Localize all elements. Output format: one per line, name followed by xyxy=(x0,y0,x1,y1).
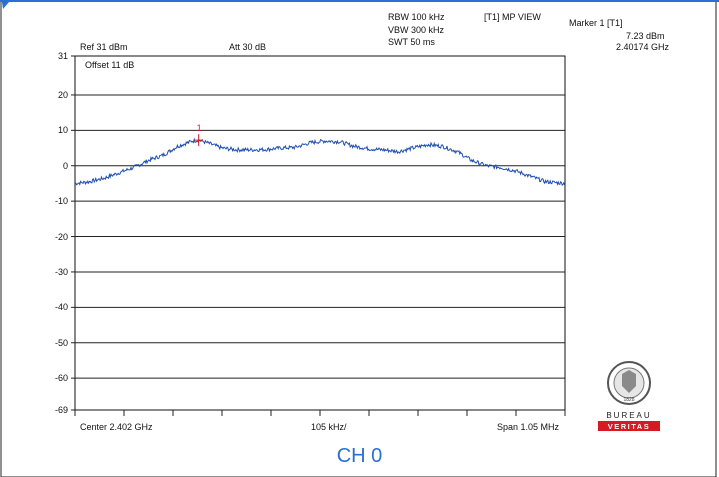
y-tick-label: -50 xyxy=(54,337,68,348)
rbw-label: RBW 100 kHz xyxy=(388,12,445,22)
y-tick-label: 10 xyxy=(57,125,68,136)
plot-area xyxy=(74,55,566,411)
y-tick-label: -20 xyxy=(54,231,68,242)
grid-lines xyxy=(75,94,565,379)
y-tick-label: 20 xyxy=(57,89,68,100)
y-tick-label: -60 xyxy=(54,373,68,384)
logo-line2: VERITAS xyxy=(608,422,650,431)
y-tick-label: -30 xyxy=(54,266,68,277)
reference-level: Ref 31 dBm xyxy=(80,42,128,52)
marker-level: 7.23 dBm xyxy=(626,31,665,41)
vbw-label: VBW 300 kHz xyxy=(388,25,445,35)
y-tick-label: -69 xyxy=(54,405,68,415)
logo-line1: BUREAU xyxy=(606,411,651,420)
frequency-division: 105 kHz/ xyxy=(311,422,347,432)
y-tick-label: -10 xyxy=(54,196,68,207)
y-tick-label: 0 xyxy=(62,160,68,171)
y-tick-label: -40 xyxy=(54,302,68,313)
channel-caption: CH 0 xyxy=(336,445,383,467)
swt-label: SWT 50 ms xyxy=(388,37,435,47)
offset-label: Offset 11 dB xyxy=(85,60,135,70)
attenuation: Att 30 dB xyxy=(229,42,267,52)
y-tick-marks xyxy=(71,55,75,411)
bureau-veritas-logo: 1828 BUREAU VERITAS xyxy=(598,361,660,431)
top-left-accent xyxy=(2,2,9,9)
logo-red-band xyxy=(598,421,660,431)
marker-label: 1 xyxy=(197,123,202,133)
x-tick-marks xyxy=(74,410,566,416)
trace-mode-label: [T1] MP VIEW xyxy=(484,12,541,22)
logo-year: 1828 xyxy=(623,397,634,403)
logo-seal-figure xyxy=(622,370,636,393)
y-tick-label: 31 xyxy=(57,51,68,61)
marker-title: Marker 1 [T1] xyxy=(569,18,623,28)
spectrum-trace xyxy=(74,137,566,186)
span-label: Span 1.05 MHz xyxy=(497,422,560,432)
marker-1: 1 xyxy=(194,123,203,147)
center-frequency: Center 2.402 GHz xyxy=(80,422,153,432)
marker-frequency: 2.40174 GHz xyxy=(616,42,670,52)
